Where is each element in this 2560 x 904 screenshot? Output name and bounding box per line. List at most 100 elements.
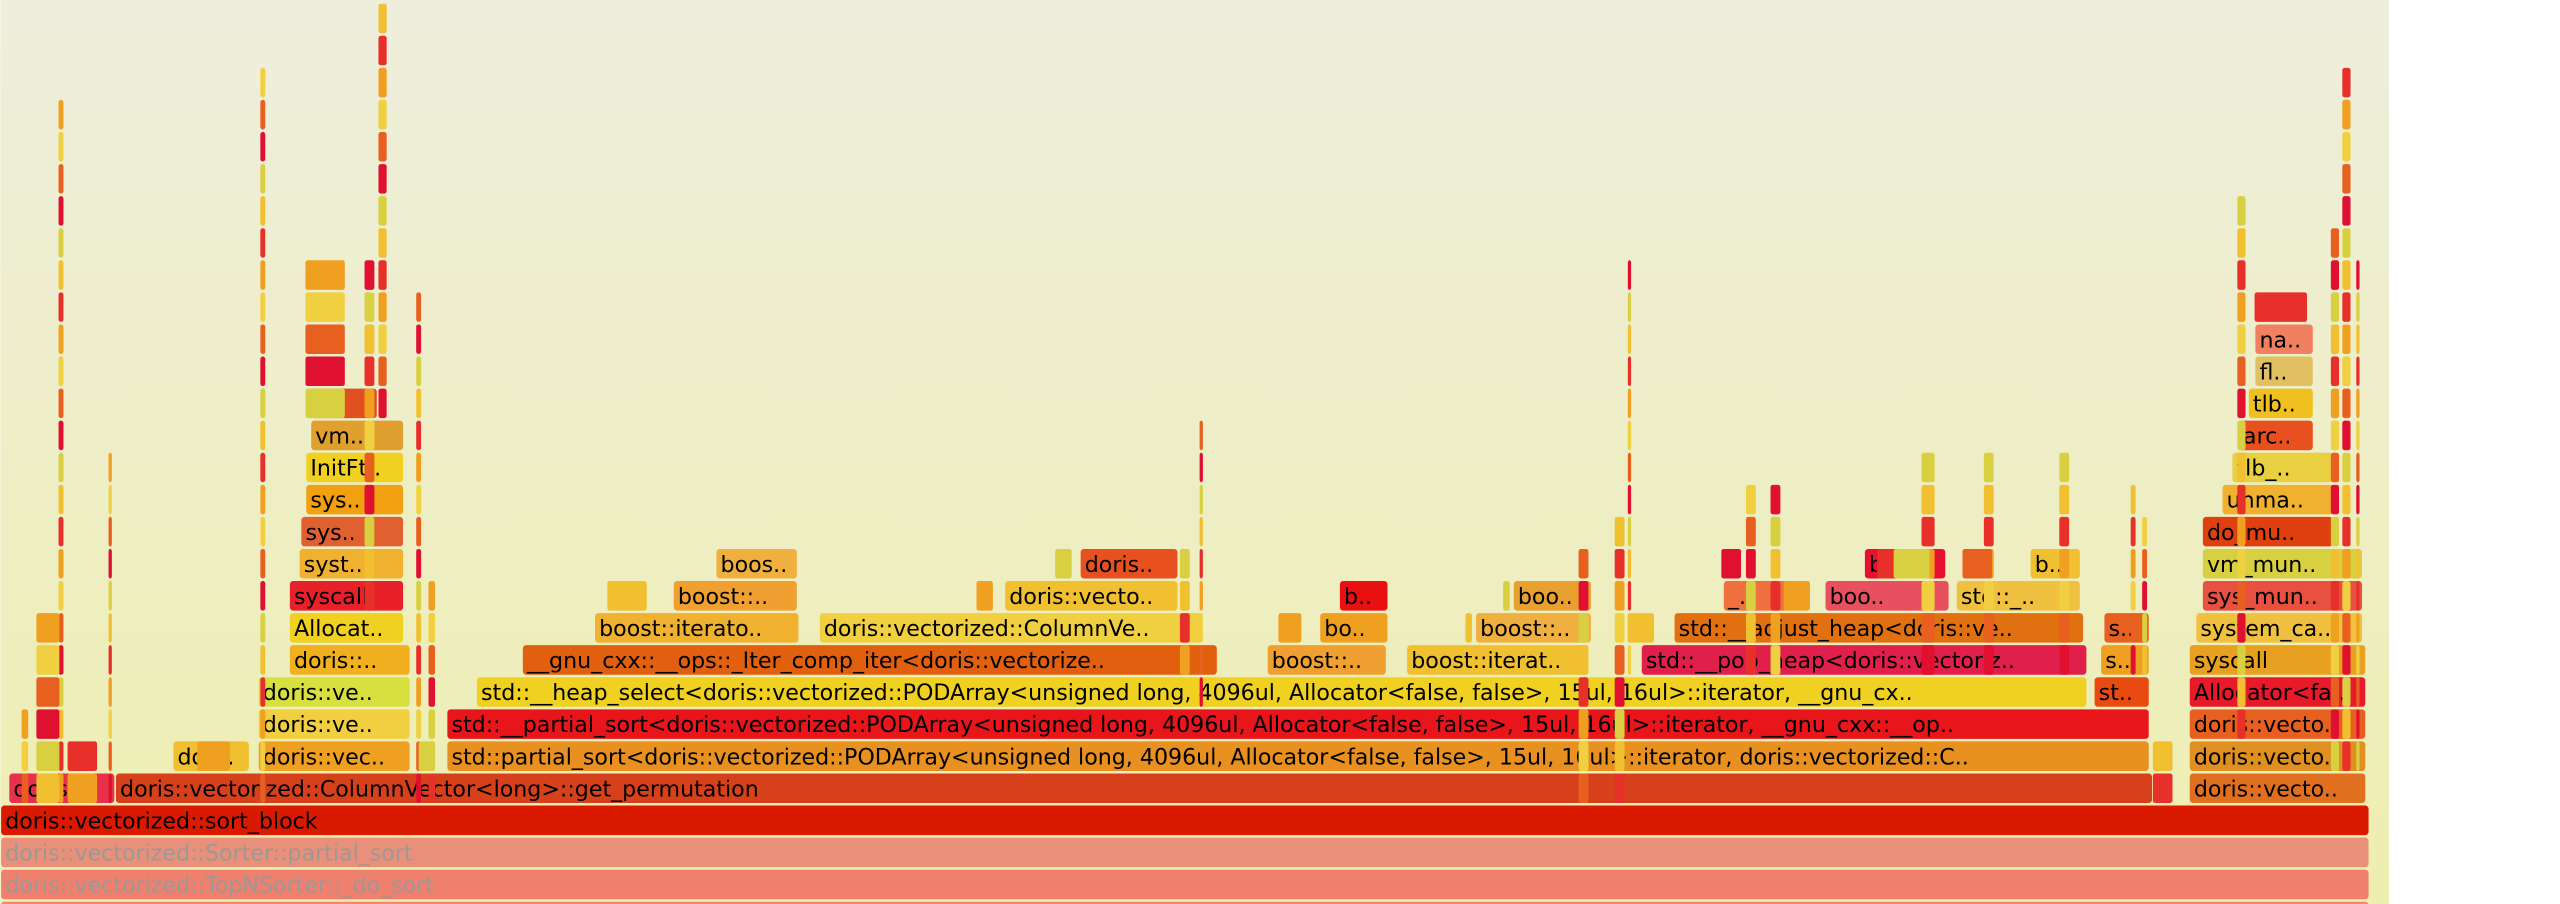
frame-box[interactable] bbox=[378, 292, 387, 322]
frame-box[interactable] bbox=[1199, 548, 1203, 579]
frame-box[interactable] bbox=[1921, 516, 1935, 547]
frame[interactable]: doris::vectorized::Sorter::partial_sort bbox=[1, 837, 2369, 868]
frame[interactable]: doris::vectorized::ColumnVe.. bbox=[819, 613, 1203, 643]
frame-box[interactable] bbox=[58, 164, 64, 194]
frame-box[interactable] bbox=[36, 645, 60, 675]
frame-box[interactable] bbox=[58, 420, 64, 451]
frame[interactable]: doris::vecto.. bbox=[1005, 581, 1178, 611]
frame[interactable]: st.. bbox=[2094, 677, 2149, 707]
frame[interactable]: boost::iterat.. bbox=[1407, 645, 1588, 675]
frame[interactable]: doris::ve.. bbox=[258, 677, 410, 707]
frame-box[interactable] bbox=[2104, 613, 2149, 643]
frame-box[interactable] bbox=[1627, 645, 1632, 675]
frame-box[interactable] bbox=[2330, 228, 2340, 258]
frame[interactable]: arc.. bbox=[2238, 420, 2313, 451]
frame-box[interactable] bbox=[1627, 388, 1632, 419]
frame-box[interactable] bbox=[364, 324, 375, 354]
frame-box[interactable] bbox=[595, 613, 799, 643]
frame-box[interactable] bbox=[2330, 324, 2340, 354]
frame[interactable]: boost::iterato.. bbox=[595, 613, 799, 643]
frame-box[interactable] bbox=[2356, 548, 2360, 579]
frame-box[interactable] bbox=[1465, 613, 1472, 643]
frame-box[interactable] bbox=[58, 677, 64, 707]
frame-box[interactable] bbox=[1199, 613, 1203, 643]
frame-box[interactable] bbox=[2330, 613, 2340, 643]
frame-box[interactable] bbox=[2356, 292, 2360, 322]
frame-box[interactable] bbox=[1, 901, 2369, 904]
frame-box[interactable] bbox=[2342, 356, 2351, 387]
frame-box[interactable] bbox=[2248, 388, 2313, 419]
frame-box[interactable] bbox=[364, 548, 375, 579]
frame[interactable]: s.. bbox=[2104, 613, 2149, 643]
frame-box[interactable] bbox=[305, 292, 345, 322]
frame-box[interactable] bbox=[378, 164, 387, 194]
frame-box[interactable] bbox=[2130, 548, 2136, 579]
frame-box[interactable] bbox=[2130, 516, 2136, 547]
frame[interactable]: std::__adjust_heap<doris::ve.. bbox=[1674, 613, 2084, 643]
frame-box[interactable] bbox=[260, 645, 266, 675]
frame-box[interactable] bbox=[2342, 677, 2351, 707]
frame-box[interactable] bbox=[1179, 645, 1190, 675]
frame-box[interactable] bbox=[1407, 645, 1588, 675]
frame-box[interactable] bbox=[2356, 645, 2360, 675]
frame-box[interactable] bbox=[378, 260, 387, 290]
frame-box[interactable] bbox=[416, 677, 422, 707]
frame-box[interactable] bbox=[1080, 548, 1178, 579]
frame-box[interactable] bbox=[36, 709, 60, 739]
frame-box[interactable] bbox=[428, 613, 436, 643]
frame-box[interactable] bbox=[2189, 645, 2366, 675]
frame-box[interactable] bbox=[1627, 581, 1632, 611]
frame-box[interactable] bbox=[2330, 260, 2340, 290]
frame-box[interactable] bbox=[2237, 420, 2246, 451]
frame-box[interactable] bbox=[260, 260, 266, 290]
frame-box[interactable] bbox=[1627, 420, 1632, 451]
frame-box[interactable] bbox=[2330, 581, 2340, 611]
frame-box[interactable] bbox=[260, 484, 266, 515]
frame-box[interactable] bbox=[2342, 324, 2351, 354]
frame-box[interactable] bbox=[2342, 741, 2351, 771]
frame-box[interactable] bbox=[1745, 484, 1756, 515]
frame-box[interactable] bbox=[260, 324, 266, 354]
frame-box[interactable] bbox=[258, 709, 410, 739]
frame-box[interactable] bbox=[416, 645, 422, 675]
frame-box[interactable] bbox=[1825, 581, 1949, 611]
frame-box[interactable] bbox=[1983, 645, 1994, 675]
frame-box[interactable] bbox=[2356, 484, 2360, 515]
frame-box[interactable] bbox=[364, 420, 375, 451]
frame-box[interactable] bbox=[2330, 388, 2340, 419]
frame-box[interactable] bbox=[58, 645, 64, 675]
frame-box[interactable] bbox=[2142, 645, 2148, 675]
frame-box[interactable] bbox=[1627, 260, 1632, 290]
frame-box[interactable] bbox=[2342, 388, 2351, 419]
frame-box[interactable] bbox=[2255, 356, 2313, 387]
frame-box[interactable] bbox=[1745, 548, 1756, 579]
frame-box[interactable] bbox=[416, 356, 422, 387]
frame-box[interactable] bbox=[305, 324, 345, 354]
frame-box[interactable] bbox=[260, 99, 266, 130]
frame-box[interactable] bbox=[2342, 420, 2351, 451]
frame-box[interactable] bbox=[416, 548, 422, 579]
frame-box[interactable] bbox=[1983, 613, 1994, 643]
frame-box[interactable] bbox=[108, 452, 112, 483]
frame-box[interactable] bbox=[108, 645, 112, 675]
frame-box[interactable] bbox=[1503, 581, 1510, 611]
frame-box[interactable] bbox=[2342, 228, 2351, 258]
frame-box[interactable] bbox=[2237, 228, 2246, 258]
frame-box[interactable] bbox=[1783, 581, 1810, 611]
frame[interactable]: sys.. bbox=[306, 484, 404, 515]
frame-box[interactable] bbox=[67, 741, 98, 771]
frame-box[interactable] bbox=[108, 709, 112, 739]
frame[interactable]: sys.. bbox=[301, 516, 404, 547]
frame-box[interactable] bbox=[108, 677, 112, 707]
frame-box[interactable] bbox=[2101, 645, 2149, 675]
frame-box[interactable] bbox=[2330, 645, 2340, 675]
frame-box[interactable] bbox=[2330, 420, 2340, 451]
frame-box[interactable] bbox=[2142, 516, 2148, 547]
frame-box[interactable] bbox=[306, 452, 404, 483]
frame-box[interactable] bbox=[58, 99, 64, 130]
frame-box[interactable] bbox=[2330, 484, 2340, 515]
frame-box[interactable] bbox=[364, 581, 375, 611]
frame-box[interactable] bbox=[2356, 741, 2360, 771]
frame-box[interactable] bbox=[260, 709, 266, 739]
frame-box[interactable] bbox=[2142, 613, 2148, 643]
